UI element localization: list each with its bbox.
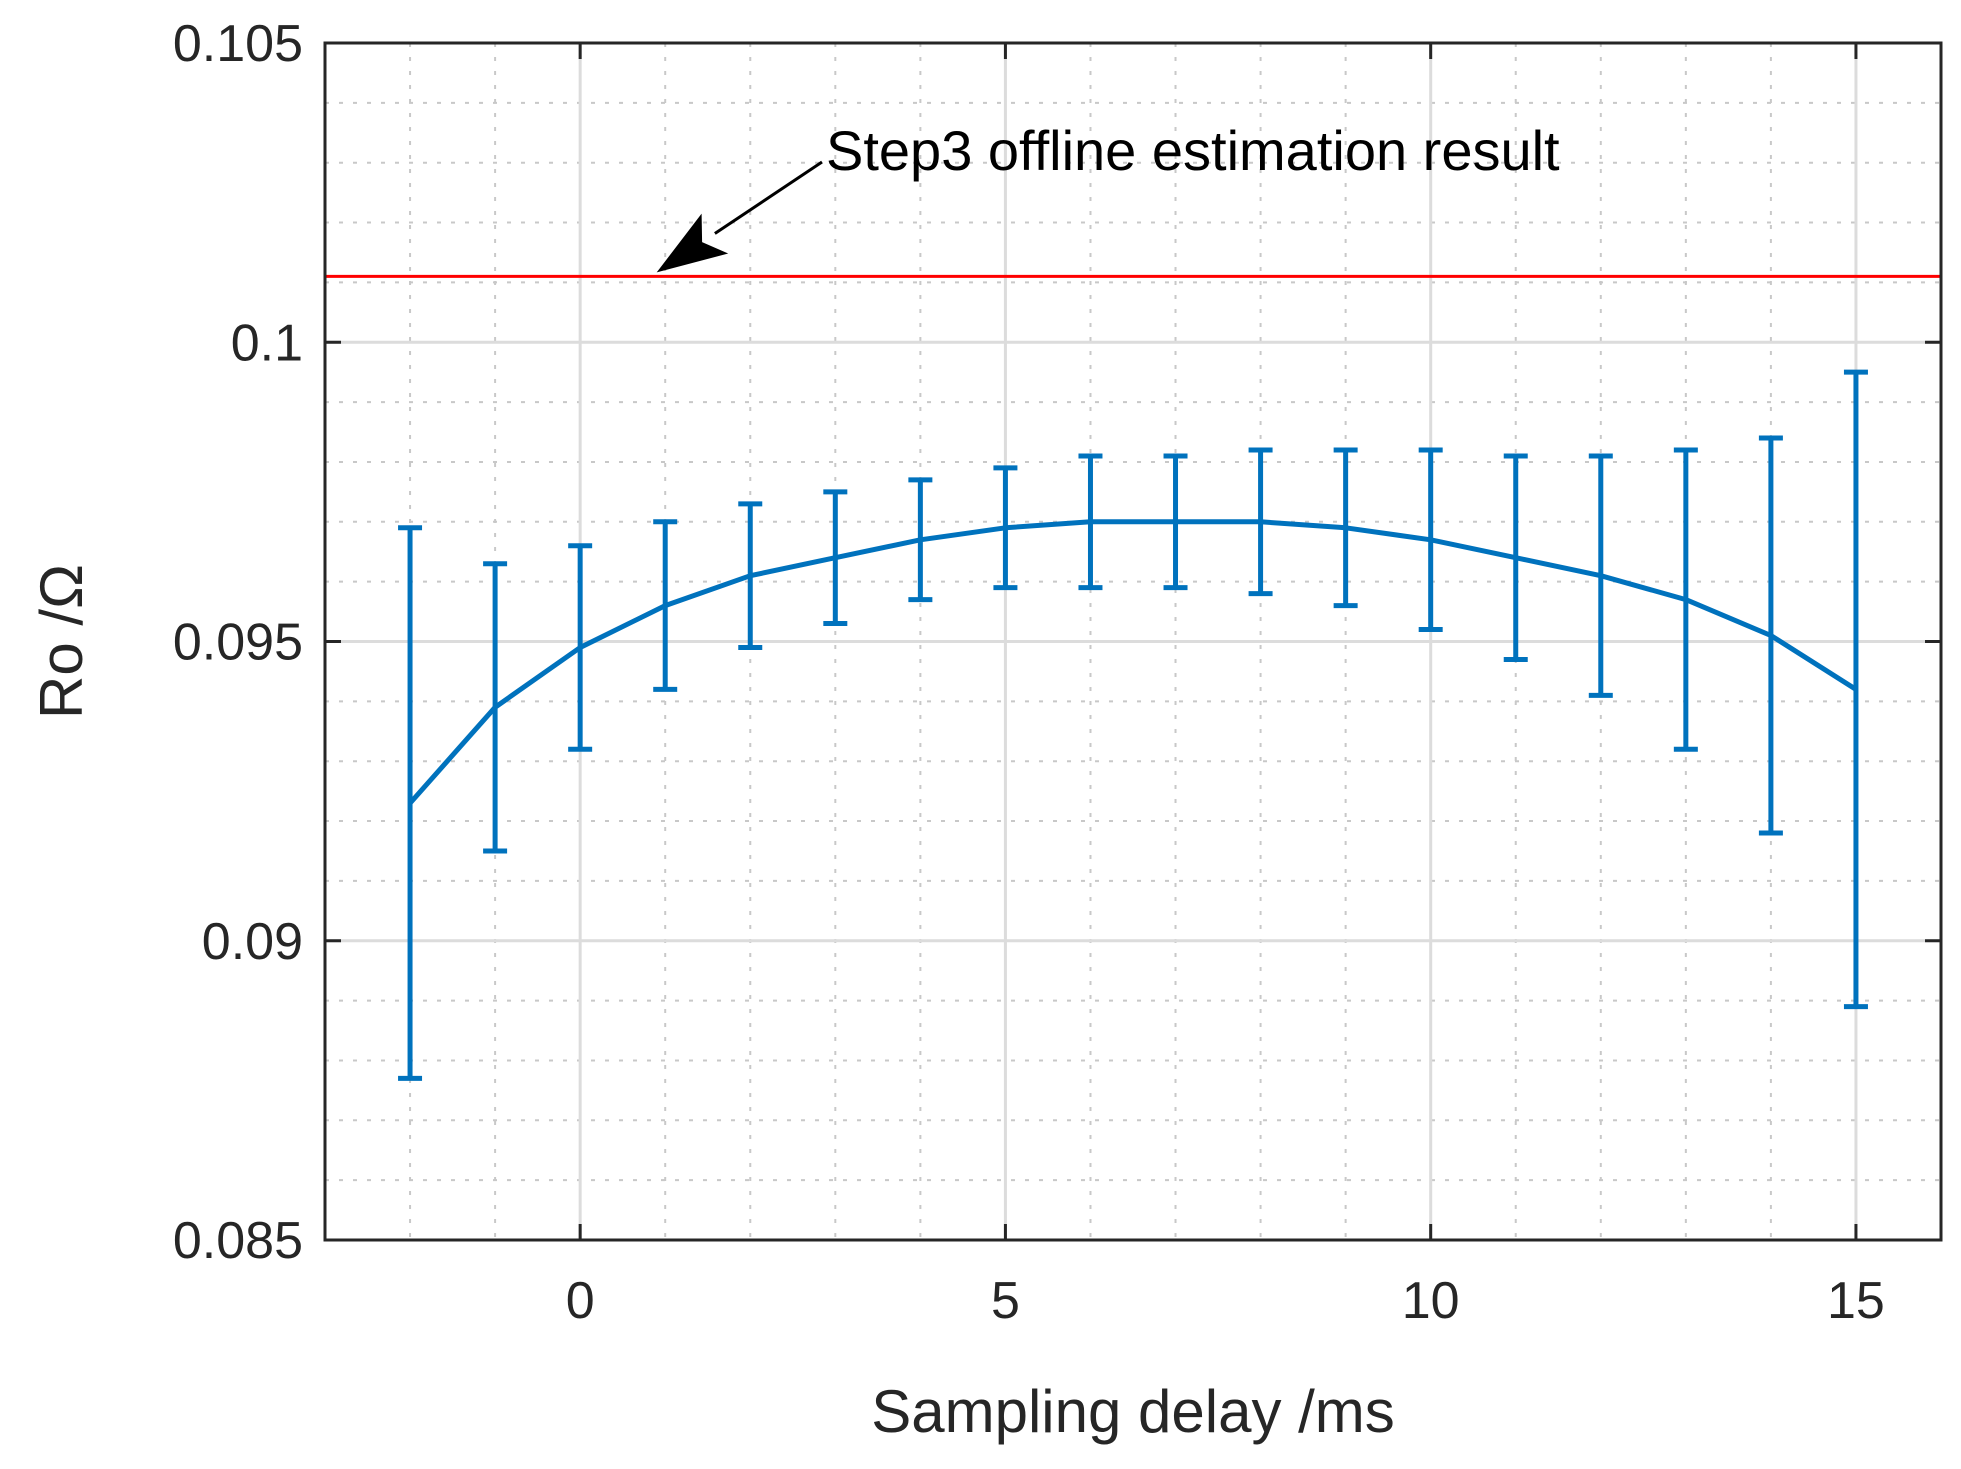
annotation-arrow-head — [656, 213, 729, 273]
x-tick-label: 5 — [991, 1272, 1020, 1330]
x-tick-label: 10 — [1402, 1272, 1460, 1330]
y-tick-label: 0.105 — [173, 15, 303, 73]
y-tick-label: 0.095 — [173, 614, 303, 672]
tick-labels: 0 5 10 15 0.085 0.09 0.095 0.1 0.105 — [173, 15, 1885, 1330]
axes — [323, 41, 1943, 1242]
x-tick-label: 15 — [1827, 1272, 1885, 1330]
x-tick-label: 0 — [566, 1272, 595, 1330]
series-group — [398, 369, 1868, 1081]
y-axis-title: Ro /Ω — [28, 564, 95, 719]
annotation-arrow-line — [714, 160, 823, 235]
y-tick-label: 0.09 — [202, 913, 303, 971]
series-line — [408, 519, 1858, 805]
annotation-text: Step3 offline estimation result — [826, 119, 1560, 182]
grid — [324, 41, 1942, 1242]
x-axis-title: Sampling delay /ms — [871, 1378, 1395, 1445]
annotation-group: Step3 offline estimation result — [656, 119, 1560, 273]
y-tick-label: 0.085 — [173, 1212, 303, 1270]
y-tick-label: 0.1 — [231, 314, 303, 372]
